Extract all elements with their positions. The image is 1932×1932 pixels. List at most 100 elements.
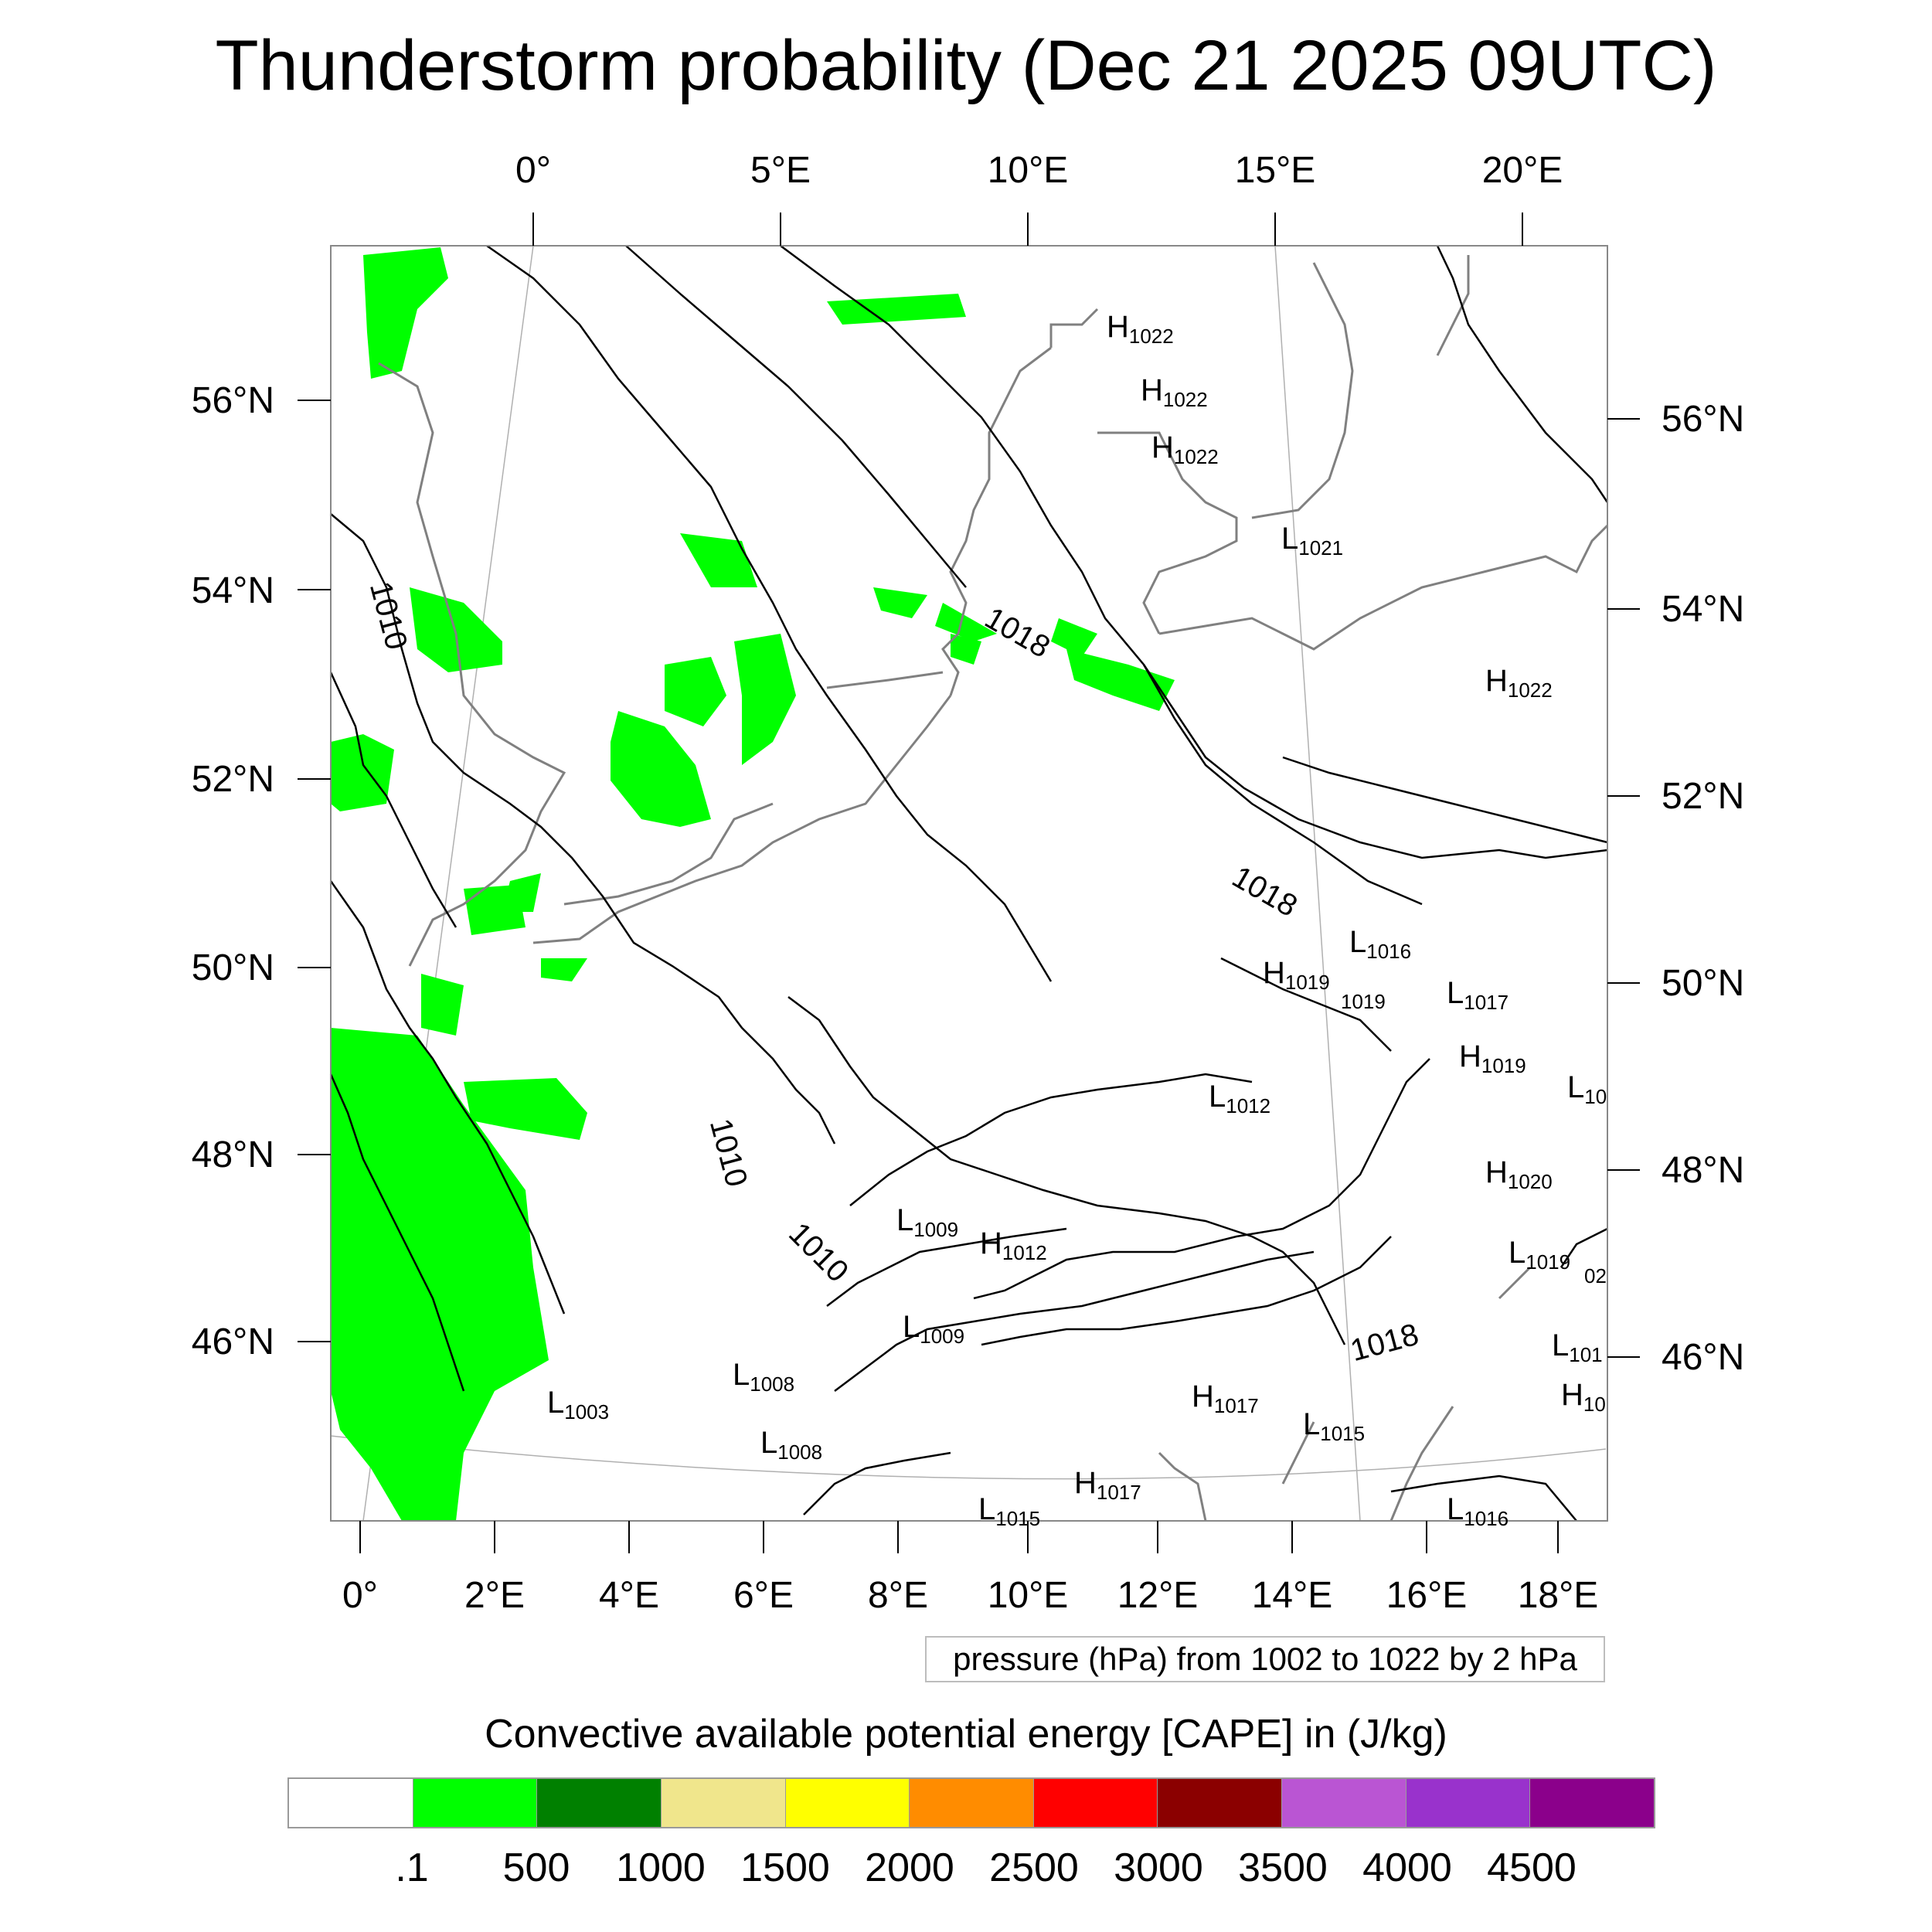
top-lon-label: 20°E — [1482, 150, 1563, 191]
pressure-center: L1008 — [733, 1358, 794, 1396]
pressure-center: H1022 — [1141, 373, 1208, 411]
bottom-lon-label: 16°E — [1386, 1575, 1468, 1616]
pressure-center: L10 — [1567, 1070, 1607, 1108]
pressure-center: H1022 — [1107, 310, 1174, 348]
isobar — [973, 1058, 1430, 1300]
contour-info-box: pressure (hPa) from 1002 to 1022 by 2 hP… — [925, 1636, 1605, 1682]
coastline — [1097, 431, 1238, 634]
meridian-15e — [1274, 245, 1361, 1522]
colorbar-swatch — [910, 1779, 1034, 1827]
isobar — [1220, 957, 1392, 1052]
coastline — [1158, 524, 1609, 651]
isobar — [787, 996, 1346, 1345]
cape-area — [541, 958, 587, 981]
bottom-lon-label: 2°E — [464, 1575, 525, 1616]
right-lat-label: 52°N — [1662, 776, 1744, 817]
isobar — [849, 1073, 1253, 1206]
pressure-center: L1019 — [1509, 1236, 1570, 1274]
bottom-lon-label: 0° — [342, 1575, 378, 1616]
isobar — [826, 1227, 1067, 1307]
right-lat-label: 50°N — [1662, 963, 1744, 1004]
cape-area — [331, 734, 394, 811]
pressure-center: L1017 — [1447, 976, 1509, 1014]
bottom-lon-label: 10°E — [988, 1575, 1069, 1616]
colorbar-tick-label: 1500 — [740, 1845, 830, 1890]
colorbar-tick-label: 3500 — [1238, 1845, 1328, 1890]
coastline — [1049, 308, 1099, 348]
pressure-center: L101 — [1552, 1328, 1603, 1366]
right-lat-label: 48°N — [1662, 1150, 1744, 1191]
cape-area — [331, 1028, 549, 1521]
bottom-lon-label: 8°E — [868, 1575, 928, 1616]
pressure-center: L1016 — [1447, 1492, 1509, 1530]
left-lat-label: 56°N — [192, 380, 274, 421]
cape-area — [935, 603, 997, 641]
bottom-lon-label: 14°E — [1252, 1575, 1333, 1616]
pressure-center: H1020 — [1485, 1155, 1553, 1193]
isobar — [981, 1236, 1392, 1346]
isobar-label: 1018 — [1226, 859, 1303, 923]
border — [826, 671, 944, 689]
border — [563, 802, 774, 906]
colorbar-swatch — [289, 1779, 413, 1827]
isobar-label: 1010 — [363, 578, 414, 653]
colorbar-tick-label: 4000 — [1362, 1845, 1452, 1890]
pressure-center: 02 — [1584, 1264, 1607, 1287]
colorbar-swatch — [1282, 1779, 1406, 1827]
colorbar-swatch — [1033, 1779, 1158, 1827]
left-lat-label: 46°N — [192, 1321, 274, 1362]
pressure-center: H10 — [1561, 1378, 1606, 1416]
chart-title: Thunderstorm probability (Dec 21 2025 09… — [215, 26, 1717, 105]
cape-area — [951, 634, 981, 665]
colorbar-swatch — [1158, 1779, 1283, 1827]
top-lon-label: 10°E — [988, 150, 1069, 191]
colorbar-tick-label: 2500 — [989, 1845, 1079, 1890]
right-lat-label: 46°N — [1662, 1337, 1744, 1378]
axis-ticks — [298, 213, 1640, 1553]
isobar — [625, 245, 967, 588]
coastline — [1498, 1266, 1532, 1300]
isobar — [1142, 664, 1608, 859]
cape-area — [363, 247, 448, 379]
left-lat-label: 54°N — [192, 570, 274, 611]
coastline — [378, 362, 566, 967]
pressure-center: L1008 — [760, 1426, 822, 1464]
bottom-lon-label: 4°E — [599, 1575, 659, 1616]
pressure-center: H1017 — [1074, 1466, 1141, 1504]
cape-area — [611, 711, 711, 827]
coastline — [532, 695, 952, 944]
isobar — [329, 672, 457, 928]
isobar — [486, 244, 1053, 982]
isobars — [329, 244, 1609, 1522]
parallel-45n — [330, 1435, 1607, 1480]
pressure-center: H1019 — [1263, 956, 1330, 994]
isobar — [1282, 756, 1608, 844]
isobar-label: 1018 — [979, 600, 1056, 665]
colorbar-swatch — [661, 1779, 786, 1827]
coastline — [1436, 255, 1470, 356]
coastline — [1389, 1406, 1454, 1522]
coastline — [1251, 262, 1354, 519]
colorbar — [287, 1777, 1655, 1828]
isobar — [803, 1451, 951, 1515]
colorbar-swatch — [537, 1779, 662, 1827]
colorbar-title: Convective available potential energy [C… — [485, 1712, 1447, 1757]
pressure-center: H1022 — [1485, 664, 1553, 702]
cape-area — [680, 533, 757, 587]
pressure-center: L1015 — [978, 1492, 1040, 1530]
isobar-label: 1018 — [1347, 1318, 1422, 1369]
cape-area — [502, 873, 541, 912]
isobar — [1390, 1475, 1577, 1522]
pressure-center: H1017 — [1192, 1379, 1259, 1417]
isobar — [329, 1073, 465, 1392]
colorbar-swatch — [413, 1779, 538, 1827]
cape-area — [734, 634, 796, 765]
pressure-center: H1012 — [980, 1226, 1047, 1264]
cape-area — [873, 587, 927, 618]
bottom-lon-label: 18°E — [1518, 1575, 1599, 1616]
colorbar-tick-label: 3000 — [1114, 1845, 1203, 1890]
cape-area — [421, 974, 464, 1036]
isobar — [834, 1250, 1315, 1392]
isobar-label: 1010 — [703, 1115, 754, 1190]
